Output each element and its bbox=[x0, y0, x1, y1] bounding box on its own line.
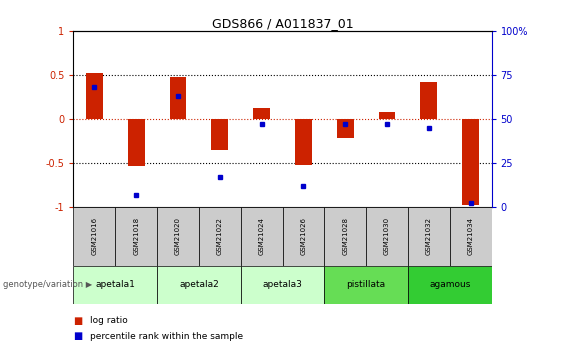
Bar bbox=[324, 266, 408, 304]
Bar bbox=[366, 207, 408, 266]
Bar bbox=[199, 207, 241, 266]
Bar bbox=[282, 207, 324, 266]
Bar bbox=[115, 207, 157, 266]
Text: GSM21020: GSM21020 bbox=[175, 217, 181, 255]
Bar bbox=[170, 77, 186, 119]
Bar bbox=[241, 266, 324, 304]
Text: GSM21022: GSM21022 bbox=[217, 217, 223, 255]
Bar bbox=[450, 207, 492, 266]
Bar bbox=[379, 112, 395, 119]
Text: GSM21034: GSM21034 bbox=[468, 217, 473, 255]
Bar bbox=[157, 207, 199, 266]
Text: agamous: agamous bbox=[429, 280, 471, 289]
Text: pistillata: pistillata bbox=[346, 280, 386, 289]
Text: genotype/variation ▶: genotype/variation ▶ bbox=[3, 280, 92, 289]
Bar bbox=[86, 73, 103, 119]
Title: GDS866 / A011837_01: GDS866 / A011837_01 bbox=[212, 17, 353, 30]
Bar bbox=[462, 119, 479, 205]
Text: GSM21016: GSM21016 bbox=[92, 217, 97, 255]
Text: log ratio: log ratio bbox=[90, 316, 128, 325]
Text: GSM21026: GSM21026 bbox=[301, 217, 306, 255]
Bar bbox=[295, 119, 312, 165]
Bar bbox=[73, 266, 157, 304]
Text: apetala3: apetala3 bbox=[263, 280, 302, 289]
Text: percentile rank within the sample: percentile rank within the sample bbox=[90, 332, 244, 341]
Text: apetala1: apetala1 bbox=[95, 280, 135, 289]
Text: GSM21018: GSM21018 bbox=[133, 217, 139, 255]
Bar bbox=[128, 119, 145, 166]
Text: GSM21030: GSM21030 bbox=[384, 217, 390, 255]
Bar bbox=[241, 207, 282, 266]
Bar bbox=[253, 108, 270, 119]
Text: ■: ■ bbox=[73, 332, 82, 341]
Bar bbox=[337, 119, 354, 138]
Bar bbox=[211, 119, 228, 150]
Text: GSM21032: GSM21032 bbox=[426, 217, 432, 255]
Bar bbox=[420, 82, 437, 119]
Bar bbox=[73, 207, 115, 266]
Bar bbox=[324, 207, 366, 266]
Text: ■: ■ bbox=[73, 316, 82, 326]
Text: GSM21024: GSM21024 bbox=[259, 217, 264, 255]
Text: GSM21028: GSM21028 bbox=[342, 217, 348, 255]
Bar bbox=[408, 207, 450, 266]
Bar bbox=[408, 266, 492, 304]
Text: apetala2: apetala2 bbox=[179, 280, 219, 289]
Bar bbox=[157, 266, 241, 304]
